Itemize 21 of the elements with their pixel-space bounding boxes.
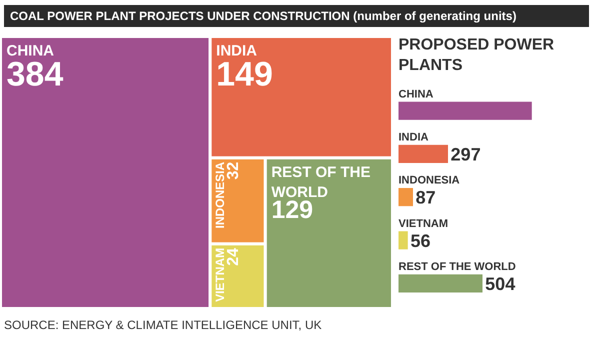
data-label: 24 xyxy=(225,248,242,266)
y-tick-label: CHINA xyxy=(398,88,434,100)
category-label: VIETNAM xyxy=(213,248,228,302)
bar xyxy=(398,231,408,250)
y-tick-label: INDIA xyxy=(398,132,428,144)
y-tick-label: INDONESIA xyxy=(398,174,460,187)
y-tick-label: VIETNAM xyxy=(398,218,448,230)
bar xyxy=(398,102,532,120)
bar xyxy=(398,144,448,163)
source-note: SOURCE: ENERGY & CLIMATE INTELLIGENCE UNIT, UK xyxy=(4,317,322,334)
y-tick-label: REST OF THE WORLD xyxy=(398,261,516,274)
bar xyxy=(398,274,482,293)
data-label: 87 xyxy=(416,188,436,208)
data-label: 56 xyxy=(410,230,431,251)
data-label: 32 xyxy=(225,162,242,180)
data-label: 504 xyxy=(485,274,516,294)
data-label: 297 xyxy=(450,144,481,164)
text: COAL POWER PLANT PROJECTS UNDER CONSTRUCTION (number of generating units) xyxy=(10,8,516,25)
category-label: INDONESIA xyxy=(213,162,228,229)
text: PROPOSED POWER PLANTS xyxy=(398,36,555,74)
bar xyxy=(398,188,413,206)
